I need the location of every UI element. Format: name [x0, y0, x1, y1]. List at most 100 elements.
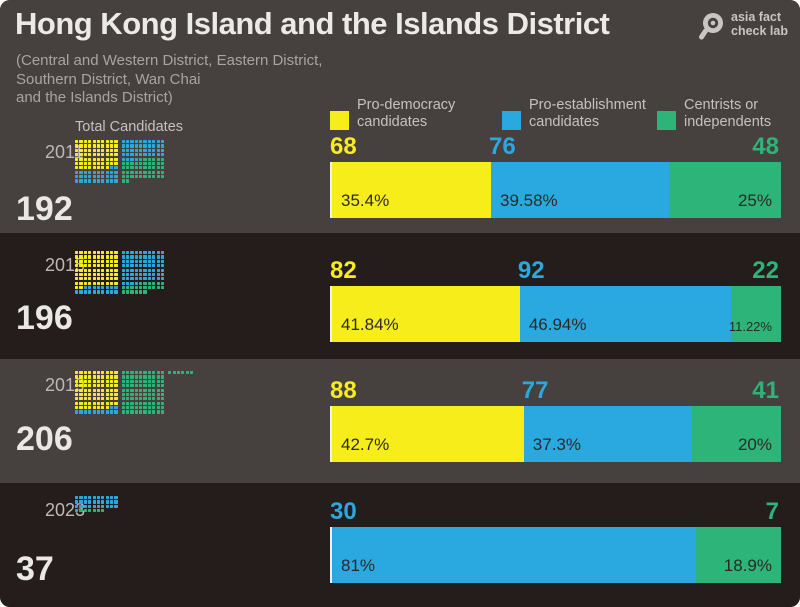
- bar-segment-yellow: 41.84%: [332, 286, 520, 342]
- bar-segment-green: 18.9%: [696, 527, 781, 583]
- waffle-dot: [79, 401, 83, 405]
- waffle-dot: [139, 272, 143, 277]
- waffle-dot: [134, 371, 138, 375]
- waffle-dot: [83, 375, 87, 379]
- waffle-dot: [96, 392, 101, 397]
- waffle-chart-2015: [75, 251, 165, 294]
- waffle-dot: [83, 406, 87, 410]
- waffle-dot: [75, 277, 79, 281]
- waffle-dot: [96, 496, 101, 500]
- waffle-dot: [92, 290, 96, 294]
- waffle-dot: [105, 161, 109, 166]
- waffle-dot: [125, 272, 130, 277]
- waffle-dot: [152, 161, 156, 166]
- waffle-dot: [96, 161, 101, 166]
- waffle-dot: [160, 144, 165, 148]
- waffle-dot: [143, 140, 147, 144]
- waffle-dot: [125, 375, 130, 379]
- waffle-dot: [156, 388, 160, 392]
- count-label-blue: 76: [489, 133, 516, 160]
- waffle-dot: [92, 157, 96, 161]
- waffle-dot: [114, 264, 118, 268]
- waffle-dot: [92, 153, 96, 157]
- waffle-dot: [110, 384, 114, 388]
- waffle-dot: [101, 388, 105, 392]
- waffle-dot: [125, 290, 130, 294]
- waffle-dot: [83, 392, 87, 397]
- total-candidates-2019: 206: [16, 420, 73, 458]
- waffle-dot: [96, 144, 101, 148]
- waffle-dot: [130, 264, 134, 268]
- waffle-dot: [130, 397, 134, 401]
- waffle-dot: [160, 157, 165, 161]
- waffle-dot: [110, 140, 114, 144]
- waffle-dot: [88, 496, 92, 500]
- waffle-dot: [152, 157, 156, 161]
- waffle-dot: [92, 281, 96, 285]
- waffle-dot: [139, 255, 143, 259]
- count-label-yellow: 82: [330, 257, 357, 284]
- waffle-dot: [105, 504, 109, 508]
- waffle-dot: [139, 166, 143, 170]
- waffle-dot: [105, 272, 109, 277]
- waffle-dot: [152, 379, 156, 383]
- waffle-dot: [83, 388, 87, 392]
- waffle-dot: [139, 264, 143, 268]
- waffle-dot: [105, 264, 109, 268]
- waffle-dot: [121, 392, 125, 397]
- waffle-dot: [152, 281, 156, 285]
- waffle-chart-2019: [75, 371, 211, 414]
- waffle-dot: [79, 268, 83, 272]
- percent-label: 81%: [341, 556, 376, 575]
- waffle-dot: [110, 264, 114, 268]
- waffle-dot: [130, 259, 134, 263]
- waffle-dot: [92, 371, 96, 375]
- waffle-dot: [121, 175, 125, 179]
- waffle-dot: [110, 500, 114, 504]
- waffle-dot: [114, 504, 118, 508]
- logo-text-line-2: check lab: [731, 23, 788, 38]
- waffle-dot: [83, 286, 87, 290]
- waffle-dot: [110, 157, 114, 161]
- waffle-dot: [114, 392, 118, 397]
- waffle-dot: [88, 268, 92, 272]
- magnifier-icon: [698, 11, 725, 46]
- legend-label: Pro-democracy candidates: [357, 97, 456, 130]
- waffle-dot: [105, 500, 109, 504]
- waffle-dot: [125, 371, 130, 375]
- waffle-dot: [152, 170, 156, 174]
- waffle-dot: [110, 179, 114, 183]
- waffle-dot: [125, 392, 130, 397]
- legend-swatch-icon: [330, 111, 349, 130]
- waffle-dot: [101, 406, 105, 410]
- waffle-dot: [110, 290, 114, 294]
- waffle-dot: [152, 401, 156, 405]
- waffle-dot: [83, 144, 87, 148]
- waffle-dot: [110, 392, 114, 397]
- waffle-dot: [152, 392, 156, 397]
- waffle-dot: [134, 166, 138, 170]
- waffle-dot: [121, 153, 125, 157]
- waffle-dot: [114, 166, 118, 170]
- waffle-dot: [125, 161, 130, 166]
- waffle-dot: [160, 388, 165, 392]
- waffle-dot: [79, 251, 83, 255]
- waffle-dot: [110, 401, 114, 405]
- waffle-dot: [125, 175, 130, 179]
- waffle-dot: [134, 140, 138, 144]
- waffle-dot: [110, 144, 114, 148]
- waffle-dot: [134, 153, 138, 157]
- waffle-dot: [121, 264, 125, 268]
- waffle-dot: [134, 410, 138, 414]
- waffle-dot: [139, 259, 143, 263]
- waffle-dot: [105, 179, 109, 183]
- waffle-dot: [96, 410, 101, 414]
- waffle-dot: [156, 264, 160, 268]
- waffle-dot: [92, 264, 96, 268]
- waffle-dot: [83, 281, 87, 285]
- stacked-bar-2011: 35.4% 39.58% 25%: [330, 162, 781, 218]
- waffle-dot: [92, 375, 96, 379]
- waffle-dot: [88, 179, 92, 183]
- waffle-dot: [121, 259, 125, 263]
- waffle-dot: [101, 286, 105, 290]
